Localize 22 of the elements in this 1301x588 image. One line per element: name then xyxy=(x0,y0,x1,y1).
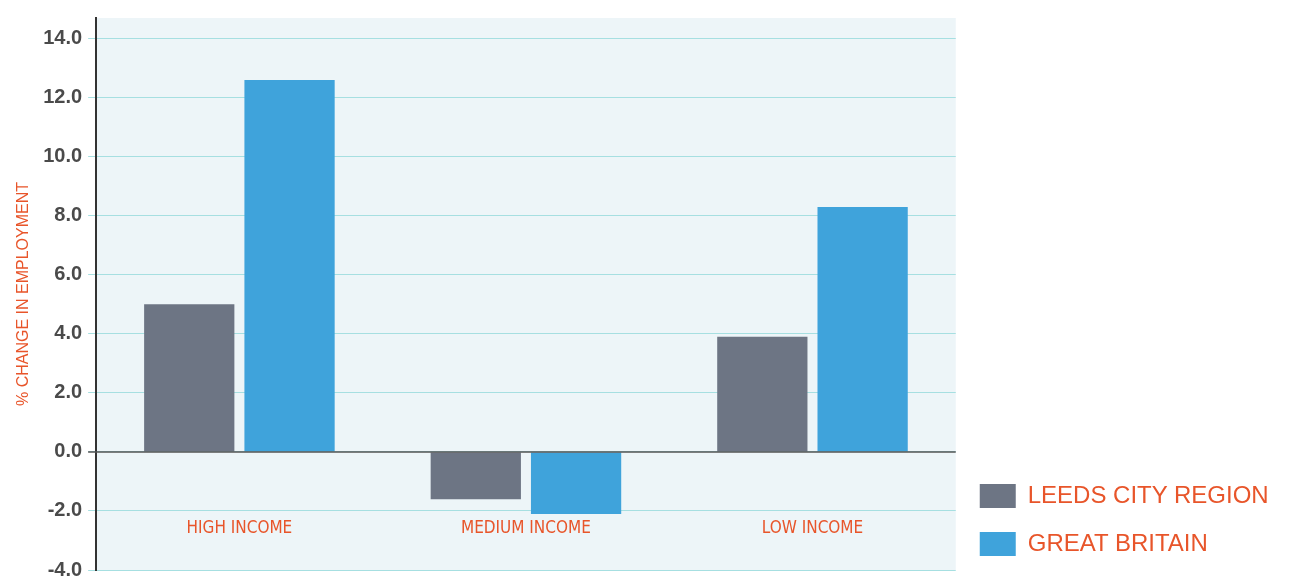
y-tick-label: -2.0 xyxy=(47,498,83,521)
x-tick-label: HIGH INCOME xyxy=(186,516,293,537)
bar xyxy=(244,79,335,452)
x-tick-label: LOW INCOME xyxy=(761,516,864,537)
y-tick-label: 10.0 xyxy=(43,144,83,167)
bar xyxy=(144,304,235,452)
y-tick-label: 14.0 xyxy=(43,26,83,49)
y-axis-title: % CHANGE IN EMPLOYMENT xyxy=(14,181,32,407)
x-tick-label: MEDIUM INCOME xyxy=(460,516,591,537)
y-tick-label: 4.0 xyxy=(54,321,83,344)
y-tick-label: 6.0 xyxy=(54,262,83,285)
legend-label: LEEDS CITY REGION xyxy=(1027,480,1269,508)
legend-label: GREAT BRITAIN xyxy=(1027,528,1208,556)
y-tick-label: 12.0 xyxy=(43,85,83,108)
bar xyxy=(717,336,808,452)
y-tick-label: 0.0 xyxy=(54,439,83,462)
bar xyxy=(817,206,908,452)
y-tick-label: -4.0 xyxy=(47,557,83,580)
bar xyxy=(530,452,622,514)
y-tick-label: 8.0 xyxy=(54,203,83,226)
bar xyxy=(430,452,521,500)
y-tick-label: 2.0 xyxy=(54,380,83,403)
